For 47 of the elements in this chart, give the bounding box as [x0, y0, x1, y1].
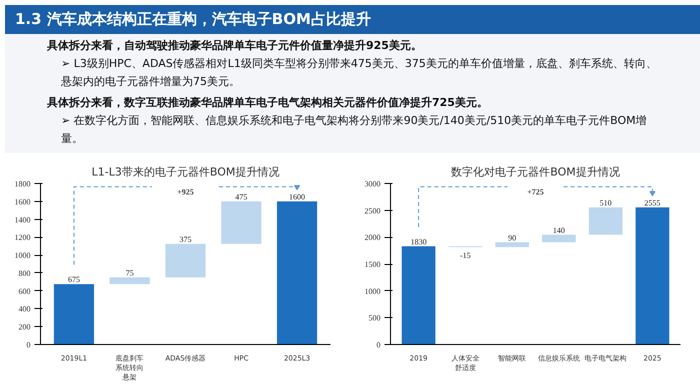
chart-title: 数字化对电子元器件BOM提升情况 — [451, 166, 620, 178]
data-label: -15 — [460, 251, 471, 260]
y-tick-label: 1500 — [364, 260, 380, 269]
y-tick-label: 1200 — [14, 233, 30, 242]
text: ➢ 在数字化方面，智能网联、信息娱乐系统和电子电气架构将分别带来90美元/140美元/510美元的单车电子元件BOM增量。 — [61, 113, 648, 147]
y-tick-label: 0 — [376, 340, 380, 350]
y-tick-label: 400 — [18, 304, 30, 314]
y-tick-label: 1400 — [14, 215, 30, 224]
text: ➢ L3级别HPC、ADAS传感器相对L1级同类车型将分别带来475美元、375美元的单车价值增量，底盘、刹车系统、转向、悬架内的电子元器件增量为75美元。 — [61, 56, 658, 90]
text: 具体拆分来看，数字互联推动豪华品牌单车电子电气架构相关元器件价值净提升725美元。 — [47, 95, 489, 111]
bar — [495, 242, 529, 248]
data-label: 375 — [180, 234, 192, 244]
y-tick-label: 2500 — [364, 206, 380, 216]
y-tick-label: 1000 — [364, 286, 380, 296]
bar — [542, 234, 576, 242]
y-tick-label: 800 — [18, 268, 30, 278]
bar — [636, 207, 670, 344]
y-tick-label: 1600 — [14, 197, 30, 206]
y-tick-label: 2000 — [364, 233, 380, 242]
data-label: 510 — [600, 198, 612, 208]
data-label: 75 — [126, 268, 134, 278]
text: 具体拆分来看，自动驾驶推动豪华品牌单车电子元件价值量净提升925美元。 — [47, 38, 423, 54]
y-tick-label: 1000 — [14, 251, 30, 260]
bar — [588, 207, 622, 235]
chart-title: L1-L3带来的电子元器件BOM提升情况 — [92, 166, 280, 178]
data-label: 90 — [508, 233, 516, 242]
y-tick-label: 0 — [26, 340, 30, 350]
data-label: 1600 — [289, 192, 306, 202]
y-tick-label: 200 — [18, 322, 30, 332]
bar — [54, 284, 94, 344]
bar — [276, 201, 318, 344]
text: 1.3 汽车成本结构正在重构，汽车电子BOM占比提升 — [5, 5, 700, 34]
annotation: +725 — [527, 188, 544, 197]
y-tick-label: 1800 — [14, 180, 30, 188]
bar — [165, 244, 206, 278]
bar — [402, 246, 436, 344]
data-label: 2555 — [644, 198, 660, 208]
data-label: 675 — [68, 275, 80, 284]
data-label: 1830 — [410, 237, 427, 246]
data-label: 475 — [235, 192, 248, 202]
data-label: 140 — [552, 226, 565, 235]
y-tick-label: 600 — [18, 286, 30, 296]
y-tick-label: 500 — [368, 314, 380, 323]
bar — [221, 201, 262, 244]
annotation: +925 — [177, 188, 194, 197]
bar — [110, 277, 150, 284]
y-tick-label: 3000 — [364, 180, 380, 188]
